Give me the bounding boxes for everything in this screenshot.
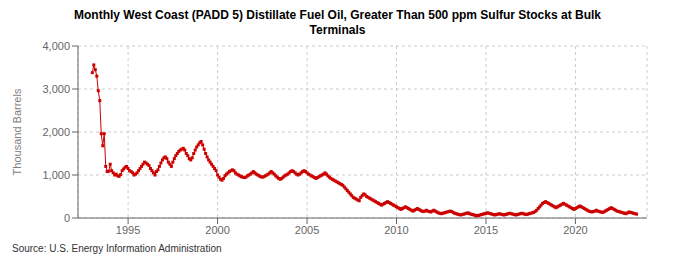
html-text:Monthly West Coast (PADD 5) Di: Monthly West Coast (PADD 5) Distillate F… [74,8,601,37]
svg-text:1995: 1995 [116,224,140,236]
svg-text:2005: 2005 [295,224,319,236]
svg-text:3,000: 3,000 [42,83,70,95]
svg-text:2,000: 2,000 [42,126,70,138]
svg-text:1,000: 1,000 [42,169,70,181]
svg-text:2010: 2010 [384,224,408,236]
svg-text:2015: 2015 [474,224,498,236]
svg-text:2000: 2000 [205,224,229,236]
svg-text:Thousand Barrels: Thousand Barrels [11,88,23,175]
svg-text:2020: 2020 [563,224,587,236]
svg-text:4,000: 4,000 [42,40,70,52]
html-text:Source: U.S. Energy Informatio: Source: U.S. Energy Information Administ… [12,243,222,254]
svg-text:0: 0 [64,212,70,224]
